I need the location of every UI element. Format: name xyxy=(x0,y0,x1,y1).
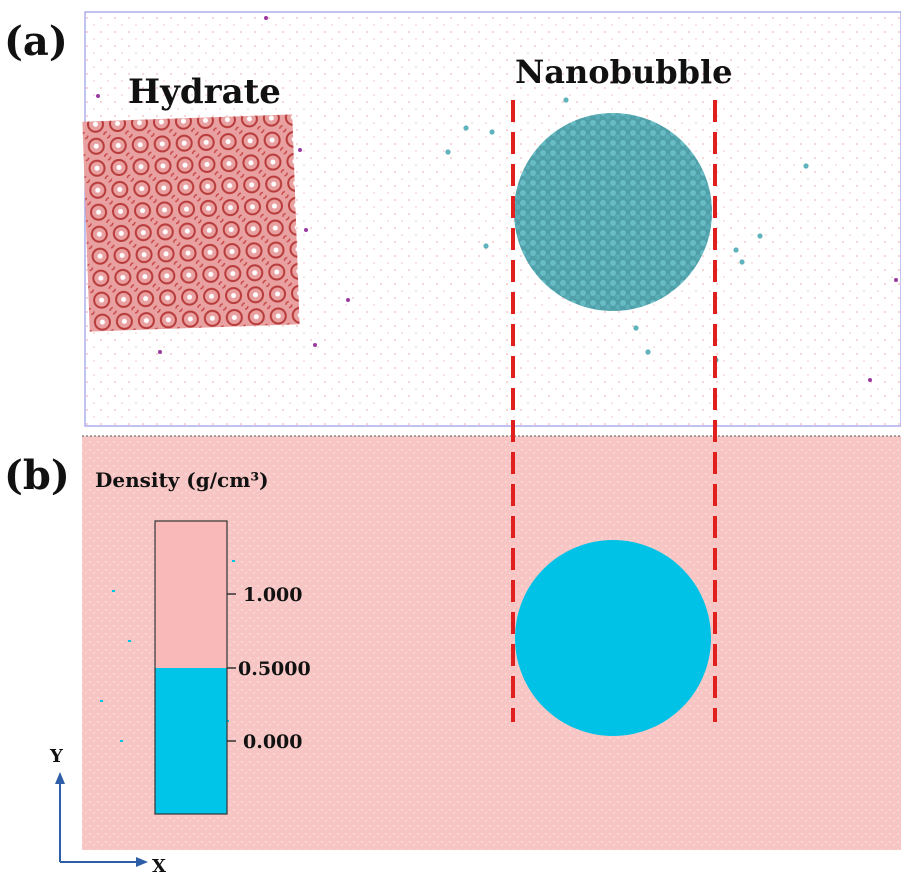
hydrate-label: Hydrate xyxy=(128,72,281,112)
axis-indicator xyxy=(55,772,148,867)
panel-label-b: (b) xyxy=(4,452,70,499)
y-axis-label: Y xyxy=(49,746,64,767)
hydrate-crystal xyxy=(82,16,898,382)
x-axis-label: X xyxy=(152,856,166,874)
colorbar-tick-low: 0.000 xyxy=(243,731,303,753)
colorbar xyxy=(154,520,236,815)
panel-label-a: (a) xyxy=(4,18,68,65)
nanobubble-methane xyxy=(445,97,809,363)
nanobubble-label: Nanobubble xyxy=(515,53,733,91)
colorbar-tick-mid: 0.5000 xyxy=(238,658,311,680)
colorbar-title: Density (g/cm³) xyxy=(95,468,269,492)
nanobubble-density-region xyxy=(515,540,711,736)
colorbar-tick-high: 1.000 xyxy=(243,584,303,606)
